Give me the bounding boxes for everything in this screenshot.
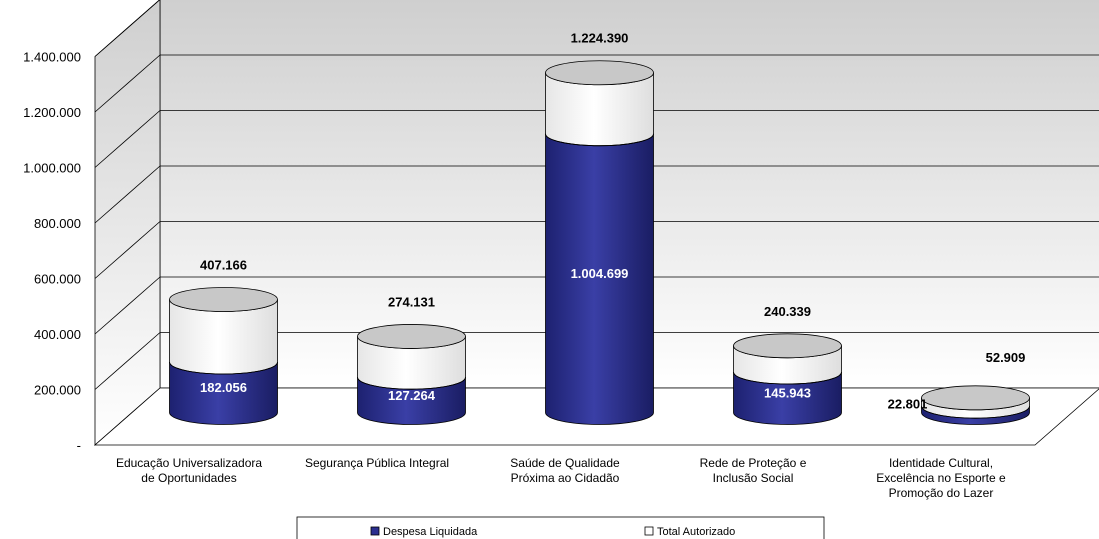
bar-top-cap — [169, 287, 278, 312]
data-label-despesa-liquidada: 145.943 — [764, 385, 811, 400]
gridline-side — [94, 221, 161, 279]
data-label-total-autorizado: 407.166 — [200, 258, 247, 273]
x-category-label: Identidade Cultural, — [889, 456, 993, 470]
y-tick-label: 1.400.000 — [23, 50, 81, 65]
gridline-side — [94, 0, 161, 57]
x-category-label: Próxima ao Cidadão — [511, 471, 620, 485]
gridline-side — [94, 276, 161, 335]
y-tick-label: 800.000 — [34, 216, 81, 231]
side-wall — [94, 0, 161, 446]
legend: Despesa Liquidada Total Autorizado — [296, 516, 825, 539]
x-category-label: Inclusão Social — [713, 471, 794, 485]
data-label-total-autorizado: 52.909 — [986, 350, 1026, 365]
y-tick-label: 1.000.000 — [23, 161, 81, 176]
y-tick-label: - — [77, 438, 81, 453]
bar-segment-seam — [733, 371, 842, 385]
bar-top-cap — [357, 324, 466, 349]
legend-label-despesa-liquidada: Despesa Liquidada — [383, 526, 478, 538]
x-category-label: Excelência no Esporte e — [876, 471, 1006, 485]
data-label-total-autorizado: 274.131 — [388, 294, 435, 309]
gridline-side — [94, 165, 161, 224]
bar-top-cap — [733, 333, 842, 359]
data-label-despesa-liquidada: 127.264 — [388, 388, 436, 403]
bar-segment-seam — [357, 377, 466, 390]
gridline-side — [94, 110, 161, 168]
x-category-label: Promoção do Lazer — [889, 486, 994, 500]
x-category-label: Educação Universalizadora — [116, 456, 262, 470]
bar-segment-seam — [169, 361, 278, 375]
legend-box — [296, 516, 825, 539]
legend-swatch-total-autorizado — [644, 526, 654, 536]
gridline-side — [94, 54, 161, 113]
legend-label-total-autorizado: Total Autorizado — [657, 526, 735, 538]
gridline-side — [94, 332, 161, 390]
bars — [169, 60, 1030, 425]
x-category-label: Rede de Proteção e — [700, 456, 807, 470]
y-tick-label: 600.000 — [34, 272, 81, 287]
data-labels: 407.166 182.056 Educação Universalizadorad… — [116, 31, 1025, 500]
data-label-despesa-liquidada: 1.004.699 — [571, 266, 629, 281]
data-label-despesa-liquidada: 182.056 — [200, 380, 247, 395]
bar-top-cap — [545, 60, 654, 86]
data-label-total-autorizado: 1.224.390 — [571, 31, 629, 46]
bar-top-cap — [921, 385, 1030, 411]
y-tick-label: 400.000 — [34, 327, 81, 342]
data-label-total-autorizado: 240.339 — [764, 304, 811, 319]
legend-swatch-despesa-liquidada — [370, 526, 380, 536]
y-tick-label: 1.200.000 — [23, 105, 81, 120]
bar-segment-seam — [921, 406, 1030, 419]
data-label-despesa-liquidada: 22.801 — [888, 397, 928, 412]
bar-segment-seam — [545, 133, 654, 147]
x-category-label: Segurança Pública Integral — [305, 456, 449, 470]
x-category-label: de Oportunidades — [141, 471, 236, 485]
x-category-label: Saúde de Qualidade — [510, 456, 620, 470]
y-tick-label: 200.000 — [34, 383, 81, 398]
